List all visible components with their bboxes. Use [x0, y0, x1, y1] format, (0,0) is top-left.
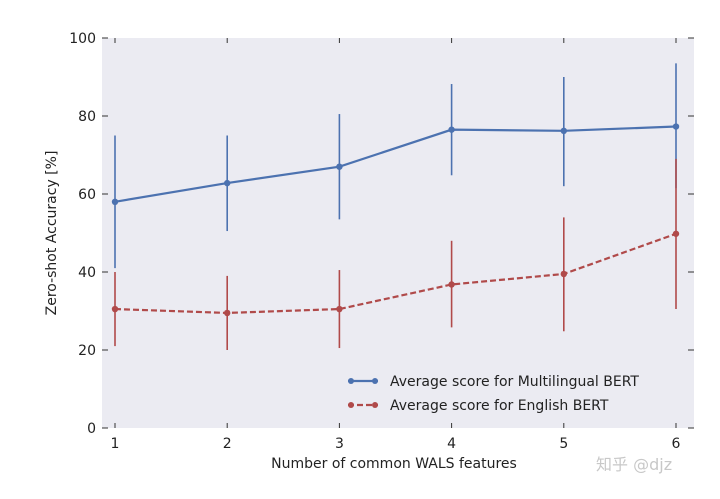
data-point: [448, 281, 455, 288]
y-tick-label: 60: [78, 187, 96, 203]
series-line: [114, 125, 677, 203]
series-2: [111, 158, 680, 350]
series-1: [111, 63, 680, 269]
data-point: [672, 230, 680, 237]
y-tick-label: 0: [87, 421, 96, 437]
data-point: [560, 127, 567, 135]
y-tick-label: 100: [69, 31, 96, 47]
data-point: [224, 179, 231, 187]
plot-area: [102, 38, 694, 428]
data-point: [448, 126, 455, 133]
y-tick-label: 20: [78, 343, 96, 359]
legend-marker: [348, 378, 354, 384]
x-axis-label: Number of common WALS features: [271, 456, 517, 472]
data-point: [672, 123, 680, 130]
x-tick-label: 2: [223, 436, 232, 452]
data-point: [336, 163, 343, 170]
data-point: [111, 198, 119, 205]
legend-marker: [372, 378, 378, 384]
series-layer: [111, 63, 680, 350]
x-tick-label: 5: [559, 436, 568, 452]
data-point: [560, 270, 567, 278]
y-tick-label: 40: [78, 265, 96, 281]
legend-entry: Average score for English BERT: [390, 398, 609, 414]
legend-marker: [348, 402, 354, 408]
x-tick-label: 3: [335, 436, 344, 452]
x-tick-label: 6: [672, 436, 681, 452]
x-tick-label: 1: [111, 436, 120, 452]
y-axis-label: Zero-shot Accuracy [%]: [44, 151, 60, 316]
data-point: [336, 305, 343, 313]
legend-entry: Average score for Multilingual BERT: [390, 374, 639, 390]
x-tick-label: 4: [447, 436, 456, 452]
series-line: [114, 232, 677, 315]
watermark: 知乎 @djz: [596, 455, 672, 474]
data-point: [111, 305, 119, 313]
legend: Average score for Multilingual BERT Avera…: [348, 374, 639, 414]
y-tick-label: 80: [78, 109, 96, 125]
legend-marker: [372, 402, 378, 408]
data-point: [224, 309, 231, 317]
